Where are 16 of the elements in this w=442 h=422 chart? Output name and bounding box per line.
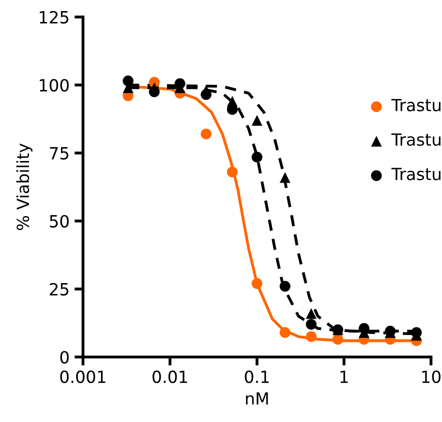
legend-label: Trastu xyxy=(391,133,440,146)
y-tick-label: 50 xyxy=(50,214,69,228)
legend-label: Trastu xyxy=(391,98,440,112)
y-axis-title: % Viability xyxy=(16,144,32,230)
x-axis-title: nM xyxy=(246,392,268,405)
y-tick-label: 100 xyxy=(40,78,69,92)
legend-label: Trastu xyxy=(391,168,440,180)
x-tick-label: 0.001 xyxy=(60,370,106,384)
x-tick-label: 1 xyxy=(340,370,348,383)
y-tick-label: 75 xyxy=(50,147,68,160)
y-tick-label: 25 xyxy=(50,282,68,296)
y-tick-label: 0 xyxy=(60,350,69,364)
x-tick-label: 10 xyxy=(422,370,440,384)
x-tick-label: 0.01 xyxy=(152,370,188,384)
x-tick-label: 0.1 xyxy=(244,370,269,384)
y-tick-label: 125 xyxy=(40,10,68,24)
